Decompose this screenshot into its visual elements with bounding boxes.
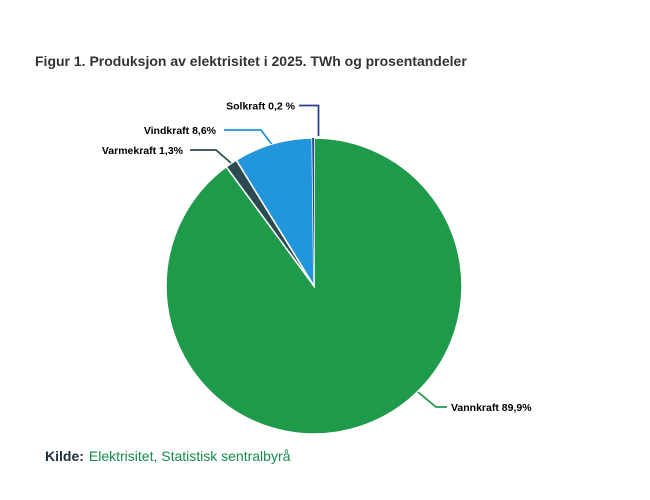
solkraft-leader-line <box>299 104 320 136</box>
source-link[interactable]: Elektrisitet, Statistisk sentralbyrå <box>88 448 291 464</box>
varmekraft-leader-line <box>190 149 232 164</box>
pie-slices-group <box>165 137 463 435</box>
source-line: Kilde: Elektrisitet, Statistisk sentralby… <box>45 448 290 464</box>
vindkraft-label: Vindkraft 8,6% <box>144 125 217 137</box>
pie-slice-vindkraft[interactable] <box>235 137 315 289</box>
pie-slice-solkraft[interactable] <box>312 137 314 286</box>
solkraft-label: Solkraft 0,2 % <box>226 101 296 113</box>
varmekraft-label: Varmekraft 1,3% <box>102 145 184 157</box>
vannkraft-label: Vannkraft 89,9% <box>451 402 532 414</box>
source-label: Kilde: <box>45 448 84 464</box>
vindkraft-leader-line <box>224 129 273 145</box>
figure-title: Figur 1. Produksjon av elektrisitet i 20… <box>35 53 467 69</box>
vannkraft-leader-line <box>417 391 447 408</box>
